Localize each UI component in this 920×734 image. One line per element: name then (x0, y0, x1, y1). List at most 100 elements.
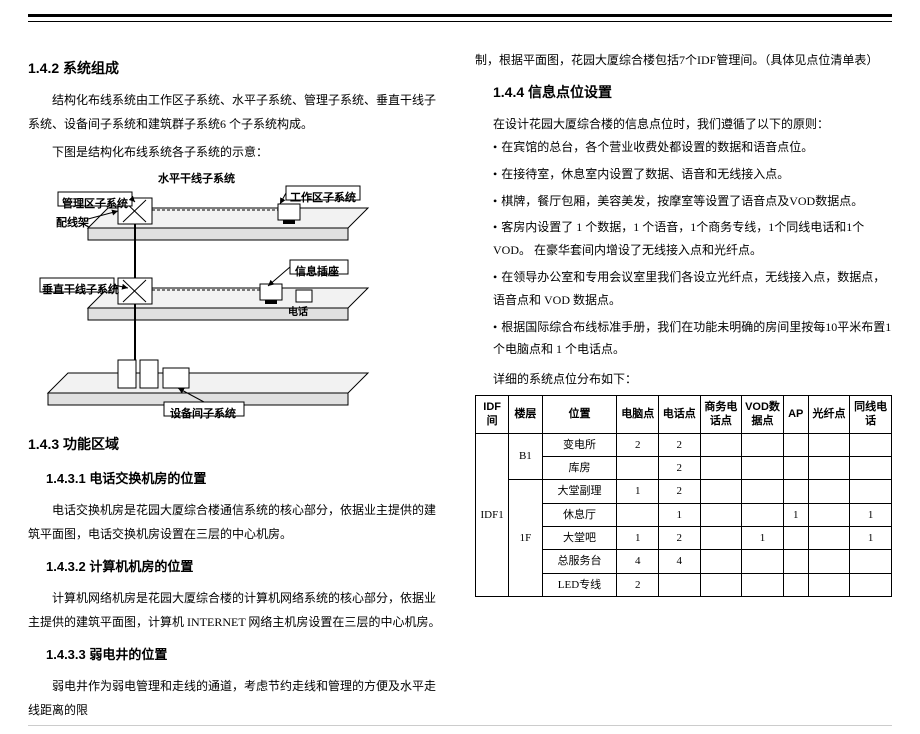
cell (700, 573, 742, 596)
cell-floor: 1F (509, 480, 542, 596)
cell: 4 (617, 550, 659, 573)
cell: 2 (659, 526, 701, 549)
cell (742, 503, 784, 526)
cell (659, 573, 701, 596)
footer-rule (28, 725, 892, 726)
cell: 2 (617, 573, 659, 596)
cell (808, 550, 850, 573)
cell-loc: 库房 (542, 457, 617, 480)
para-principles-intro: 在设计花园大厦综合楼的信息点位时，我们遵循了以下的原则： (493, 112, 892, 136)
cell (783, 550, 808, 573)
cell-loc: 大堂副理 (542, 480, 617, 503)
page-columns: 1.4.2 系统组成 结构化布线系统由工作区子系统、水平子系统、管理子系统、垂直… (28, 48, 892, 714)
cell (808, 526, 850, 549)
heading-1-4-2: 1.4.2 系统组成 (28, 54, 445, 82)
cell-idf: IDF1 (476, 433, 509, 596)
cell (808, 503, 850, 526)
cell (742, 573, 784, 596)
cell (850, 457, 892, 480)
list-item: 客房内设置了 1 个数据，1 个语音，1个商务专线，1个同线电话和1个VOD。 … (493, 216, 892, 262)
diagram-label-equipment: 设备间子系统 (170, 403, 236, 425)
cell-loc: 大堂吧 (542, 526, 617, 549)
para-riser-cont: 制，根据平面图，花园大厦综合楼包括7个IDF管理间。（具体见点位清单表） (475, 48, 892, 72)
heading-1-4-4: 1.4.4 信息点位设置 (493, 78, 892, 106)
cell (850, 433, 892, 456)
diagram-label-vertical: 垂直干线子系统 (42, 279, 119, 301)
table-row: IDF1 B1 变电所 2 2 (476, 433, 892, 456)
cell (783, 433, 808, 456)
cell: 2 (659, 433, 701, 456)
cell: 2 (659, 457, 701, 480)
table-header-row: IDF间 楼层 位置 电脑点 电话点 商务电话点 VOD数据点 AP 光纤点 同… (476, 396, 892, 434)
cell (808, 480, 850, 503)
cell (808, 433, 850, 456)
cell (617, 457, 659, 480)
para-pbx-room: 电话交换机房是花园大厦综合楼通信系统的核心部分，依据业主提供的建筑平面图，电话交… (28, 498, 445, 546)
cell: 1 (783, 503, 808, 526)
cell: 2 (617, 433, 659, 456)
th-loc: 位置 (542, 396, 617, 434)
list-item: 根据国际综合布线标准手册，我们在功能未明确的房间里按每10平米布置1 个电脑点和… (493, 316, 892, 362)
th-biz: 商务电话点 (700, 396, 742, 434)
cell: 1 (617, 480, 659, 503)
heading-1-4-3-3: 1.4.3.3 弱电井的位置 (46, 642, 445, 668)
cell (742, 457, 784, 480)
cell (617, 503, 659, 526)
cell (700, 526, 742, 549)
cell: 1 (659, 503, 701, 526)
cell (783, 526, 808, 549)
th-idf: IDF间 (476, 396, 509, 434)
points-table: IDF间 楼层 位置 电脑点 电话点 商务电话点 VOD数据点 AP 光纤点 同… (475, 395, 892, 597)
cell-loc: 总服务台 (542, 550, 617, 573)
cell (808, 457, 850, 480)
cell-loc: 变电所 (542, 433, 617, 456)
cell (742, 480, 784, 503)
para-computer-room: 计算机网络机房是花园大厦综合楼的计算机网络系统的核心部分，依据业主提供的建筑平面… (28, 586, 445, 634)
left-column: 1.4.2 系统组成 结构化布线系统由工作区子系统、水平子系统、管理子系统、垂直… (28, 48, 445, 714)
th-ap: AP (783, 396, 808, 434)
diagram-label-work: 工作区子系统 (290, 187, 356, 209)
para-sys-compose: 结构化布线系统由工作区子系统、水平子系统、管理子系统、垂直干线子系统、设备间子系… (28, 88, 445, 136)
principles-list: 在宾馆的总台，各个营业收费处都设置的数据和语音点位。 在接待室，休息室内设置了数… (493, 136, 892, 361)
table-row: 1F 大堂副理 1 2 (476, 480, 892, 503)
cell (700, 433, 742, 456)
para-diagram-intro: 下图是结构化布线系统各子系统的示意： (28, 140, 445, 164)
cell (808, 573, 850, 596)
list-item: 棋牌，餐厅包厢，美容美发，按摩室等设置了语音点及VOD数据点。 (493, 190, 892, 213)
diagram-label-outlet: 信息插座 (295, 261, 339, 283)
cell (742, 433, 784, 456)
cell (700, 503, 742, 526)
cell (783, 573, 808, 596)
cell (850, 573, 892, 596)
cell (700, 457, 742, 480)
cell-loc: LED专线 (542, 573, 617, 596)
table-intro: 详细的系统点位分布如下： (493, 367, 892, 391)
para-riser: 弱电井作为弱电管理和走线的通道，考虑节约走线和管理的方便及水平走线距离的限 (28, 674, 445, 722)
th-tel: 电话点 (659, 396, 701, 434)
list-item: 在宾馆的总台，各个营业收费处都设置的数据和语音点位。 (493, 136, 892, 159)
th-pc: 电脑点 (617, 396, 659, 434)
list-item: 在领导办公室和专用会议室里我们各设立光纤点，无线接入点，数据点，语音点和 VOD… (493, 266, 892, 312)
cell (783, 457, 808, 480)
cell (850, 480, 892, 503)
points-table-body: IDF1 B1 变电所 2 2 库房 2 (476, 433, 892, 596)
page-rule (28, 14, 892, 17)
cell: 1 (617, 526, 659, 549)
heading-1-4-3-1: 1.4.3.1 电话交换机房的位置 (46, 466, 445, 492)
cell-floor: B1 (509, 433, 542, 480)
th-fiber: 光纤点 (808, 396, 850, 434)
diagram-label-phone: 电话 (288, 303, 308, 323)
th-vod: VOD数据点 (742, 396, 784, 434)
cell: 1 (850, 526, 892, 549)
cell-loc: 休息厅 (542, 503, 617, 526)
cell (700, 550, 742, 573)
cell: 1 (850, 503, 892, 526)
cell (742, 550, 784, 573)
cell: 4 (659, 550, 701, 573)
list-item: 在接待室，休息室内设置了数据、语音和无线接入点。 (493, 163, 892, 186)
cell: 2 (659, 480, 701, 503)
diagram-label-horizontal: 水平干线子系统 (158, 168, 235, 190)
th-floor: 楼层 (509, 396, 542, 434)
cell (700, 480, 742, 503)
cell (850, 550, 892, 573)
